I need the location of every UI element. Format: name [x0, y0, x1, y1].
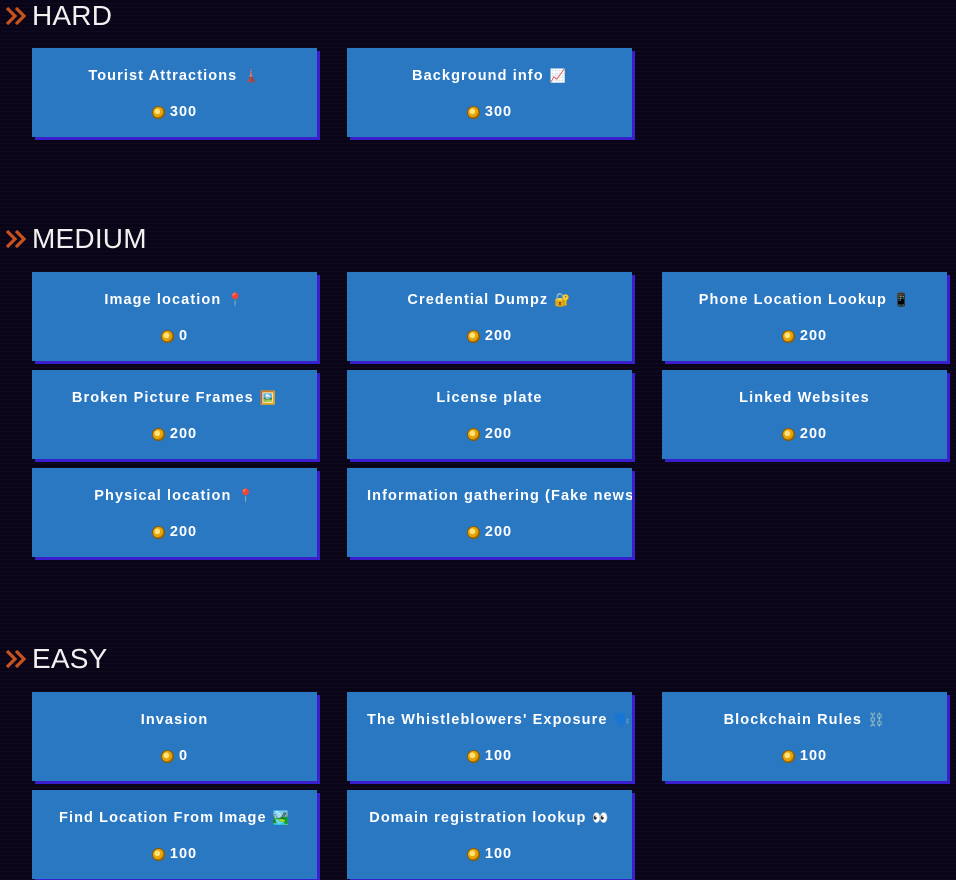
coin-icon	[466, 525, 480, 539]
challenge-card[interactable]: License plate 200	[347, 370, 632, 459]
challenge-points: 200	[347, 524, 632, 540]
challenge-card[interactable]: Invasion 0	[32, 692, 317, 781]
challenge-title: Image location 📍	[104, 292, 245, 308]
challenge-emoji: 📈	[549, 68, 567, 83]
challenge-card[interactable]: The Whistleblowers' Exposure 🗣️ 100	[347, 692, 632, 781]
challenge-card[interactable]: Linked Websites 200	[662, 370, 947, 459]
coin-icon	[160, 749, 174, 763]
challenge-title: Information gathering (Fake news)	[367, 488, 632, 504]
coin-icon	[781, 749, 795, 763]
coin-icon	[466, 329, 480, 343]
challenge-title: Invasion	[140, 712, 209, 728]
challenge-emoji: 🗼	[243, 68, 261, 83]
double-chevron-right-icon	[5, 649, 29, 669]
challenge-emoji: 🗣️	[613, 712, 631, 727]
challenge-points: 100	[662, 748, 947, 764]
challenge-title: The Whistleblowers' Exposure 🗣️	[367, 712, 631, 728]
coin-icon	[151, 105, 165, 119]
coin-icon	[466, 749, 480, 763]
coin-icon	[781, 427, 795, 441]
challenge-points: 0	[32, 748, 317, 764]
challenge-points: 300	[32, 104, 317, 120]
challenge-emoji: 🏞️	[272, 810, 290, 825]
challenge-points: 200	[662, 426, 947, 442]
challenge-emoji: 📍	[237, 488, 255, 503]
challenge-title: Background info 📈	[412, 68, 567, 84]
section-title: EASY	[32, 643, 108, 674]
section-header-medium: MEDIUM	[5, 223, 147, 254]
challenge-card[interactable]: Background info 📈 300	[347, 48, 632, 137]
challenge-emoji: 🔐	[554, 292, 572, 307]
challenge-title: Linked Websites	[739, 390, 870, 406]
challenge-card[interactable]: Physical location 📍 200	[32, 468, 317, 557]
challenge-emoji: 👀	[592, 810, 610, 825]
challenge-points: 200	[32, 426, 317, 442]
coin-icon	[160, 329, 174, 343]
challenge-points: 0	[32, 328, 317, 344]
challenge-points: 100	[347, 846, 632, 862]
challenge-emoji: 📍	[227, 292, 245, 307]
challenge-title: Broken Picture Frames 🖼️	[71, 390, 278, 406]
challenge-card[interactable]: Find Location From Image 🏞️ 100	[32, 790, 317, 879]
coin-icon	[151, 847, 165, 861]
challenge-card[interactable]: Image location 📍 0	[32, 272, 317, 361]
challenge-title: License plate	[436, 390, 543, 406]
challenge-title: Tourist Attractions 🗼	[88, 68, 261, 84]
challenge-title: Blockchain Rules ⛓️	[723, 712, 886, 728]
challenge-title: Credential Dumpz 🔐	[407, 292, 572, 308]
challenge-points: 100	[32, 846, 317, 862]
coin-icon	[151, 427, 165, 441]
challenge-card[interactable]: Tourist Attractions 🗼 300	[32, 48, 317, 137]
challenge-emoji: ⛓️	[868, 712, 886, 727]
double-chevron-right-icon	[5, 6, 29, 26]
challenge-card[interactable]: Broken Picture Frames 🖼️ 200	[32, 370, 317, 459]
section-header-easy: EASY	[5, 643, 108, 674]
challenge-points: 300	[347, 104, 632, 120]
challenge-card[interactable]: Blockchain Rules ⛓️ 100	[662, 692, 947, 781]
challenge-card[interactable]: Information gathering (Fake news) 200	[347, 468, 632, 557]
section-title: MEDIUM	[32, 223, 147, 254]
section-title: HARD	[32, 0, 113, 31]
challenge-title: Phone Location Lookup 📱	[698, 292, 911, 308]
challenge-card[interactable]: Credential Dumpz 🔐 200	[347, 272, 632, 361]
challenge-points: 200	[347, 426, 632, 442]
challenge-title: Find Location From Image 🏞️	[59, 810, 290, 826]
coin-icon	[466, 105, 480, 119]
challenge-card[interactable]: Phone Location Lookup 📱 200	[662, 272, 947, 361]
section-header-hard: HARD	[5, 0, 113, 31]
challenge-points: 200	[347, 328, 632, 344]
challenge-points: 200	[32, 524, 317, 540]
challenge-card[interactable]: Domain registration lookup 👀 100	[347, 790, 632, 879]
coin-icon	[781, 329, 795, 343]
challenge-points: 100	[347, 748, 632, 764]
challenge-title: Domain registration lookup 👀	[369, 810, 610, 826]
coin-icon	[466, 427, 480, 441]
double-chevron-right-icon	[5, 229, 29, 249]
coin-icon	[466, 847, 480, 861]
challenge-points: 200	[662, 328, 947, 344]
challenge-title: Physical location 📍	[94, 488, 255, 504]
coin-icon	[151, 525, 165, 539]
challenge-emoji: 📱	[892, 292, 911, 307]
challenge-emoji: 🖼️	[259, 390, 278, 405]
